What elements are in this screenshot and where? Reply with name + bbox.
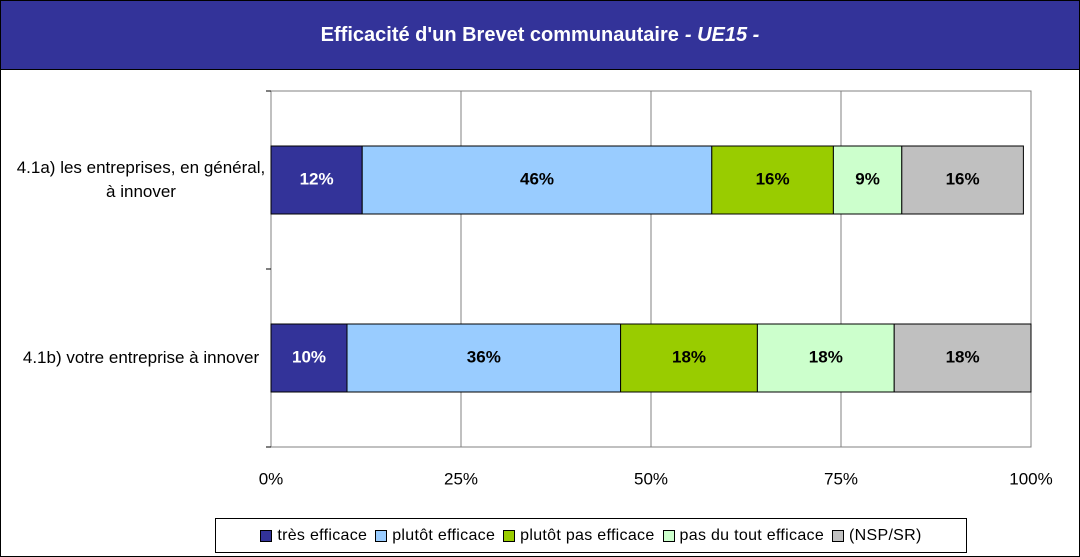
bar-segment [620, 323, 758, 393]
value-label: 12% [300, 169, 334, 188]
bar-segment [756, 323, 895, 393]
bar-segment [832, 145, 903, 215]
bar-segment [901, 145, 1024, 215]
legend: très efficace plutôt efficace plutôt pas e… [215, 518, 967, 553]
value-label: 16% [756, 169, 790, 188]
legend-item: très efficace [260, 527, 367, 545]
legend-item: pas du tout efficace [662, 526, 825, 545]
chart-subtitle: - UE15 - [684, 23, 760, 46]
chart-title: Efficacité d'un Brevet communautaire [320, 23, 679, 46]
legend-item: (NSP/SR) [832, 527, 922, 545]
legend-label: plutôt efficace [392, 526, 496, 544]
x-tick-label: 75% [824, 469, 858, 488]
value-label: 18% [672, 347, 706, 366]
x-tick-label: 50% [634, 469, 668, 488]
bar-segment [361, 145, 713, 215]
bar-segment [270, 323, 348, 393]
value-label: 18% [946, 347, 980, 366]
legend-label: plutôt pas efficace [520, 526, 655, 544]
title-bar: Efficacité d'un Brevet communautaire - U… [1, 1, 1079, 70]
bar-segment [270, 145, 363, 215]
bar-segment [346, 323, 622, 393]
bar-segment [893, 323, 1032, 393]
value-label: 36% [467, 347, 501, 366]
x-tick-label: 100% [1009, 469, 1052, 488]
legend-swatch [260, 529, 273, 542]
legend-swatch [662, 529, 675, 542]
value-label: 10% [292, 347, 326, 366]
legend-swatch [503, 529, 516, 542]
value-label: 9% [855, 169, 880, 188]
category-label: 4.1b) votre entreprise à innover [22, 348, 260, 367]
legend-swatch [375, 529, 388, 542]
value-label: 18% [809, 347, 843, 366]
bar-segment [711, 145, 834, 215]
category-label: 4.1a) les entreprises, en général, à inn… [16, 158, 266, 201]
legend-label: très efficace [277, 526, 368, 544]
legend-swatch [832, 529, 845, 542]
legend-item: plutôt efficace [375, 527, 495, 545]
x-tick-label: 25% [444, 469, 478, 488]
value-label: 46% [520, 169, 554, 188]
legend-label: pas du tout efficace [679, 526, 825, 544]
x-tick-label: 0% [259, 469, 284, 488]
value-label: 16% [946, 169, 980, 188]
legend-item: plutôt pas efficace [503, 527, 654, 545]
legend-label: (NSP/SR) [849, 526, 922, 544]
